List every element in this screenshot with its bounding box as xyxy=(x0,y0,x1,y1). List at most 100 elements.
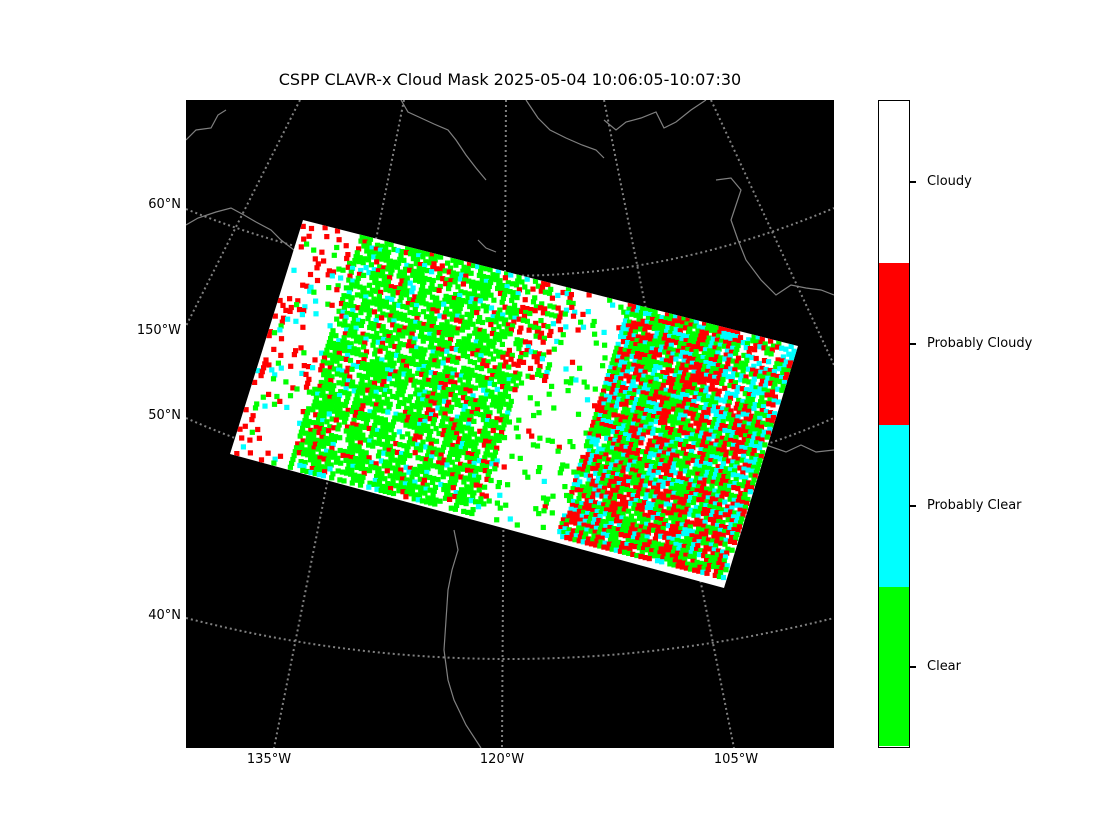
swath-pixel xyxy=(469,481,475,487)
swath-pixel xyxy=(640,474,647,480)
swath-pixel xyxy=(383,459,389,465)
swath-pixel xyxy=(387,460,393,466)
swath-pixel xyxy=(537,465,543,471)
swath-pixel xyxy=(439,393,445,399)
swath-pixel xyxy=(677,500,683,506)
swath-pixel xyxy=(649,417,655,424)
swath-pixel xyxy=(362,298,368,304)
swath-pixel xyxy=(652,536,658,542)
swath-pixel xyxy=(704,486,710,492)
swath-pixel xyxy=(428,315,434,321)
swath-pixel xyxy=(758,340,764,346)
swath-pixel xyxy=(344,453,350,460)
swath-pixel xyxy=(683,409,689,415)
swath-pixel xyxy=(445,344,451,350)
swath-pixel xyxy=(693,492,699,498)
swath-pixel xyxy=(661,479,667,485)
swath-pixel xyxy=(414,429,420,435)
swath-pixel xyxy=(609,390,615,396)
swath-pixel xyxy=(412,323,418,329)
swath-pixel xyxy=(658,517,665,523)
swath-pixel xyxy=(684,393,690,399)
swath-pixel xyxy=(396,286,403,292)
swath-pixel xyxy=(467,316,473,322)
swath-pixel xyxy=(338,389,344,395)
swath-pixel xyxy=(368,464,374,470)
swath-pixel xyxy=(452,393,458,399)
swath-pixel xyxy=(340,309,346,315)
swath-pixel xyxy=(648,320,654,326)
swath-pixel xyxy=(654,516,660,522)
swath-pixel xyxy=(702,519,708,525)
swath-pixel xyxy=(337,346,344,353)
swath-pixel xyxy=(394,449,401,455)
swath-pixel xyxy=(380,324,386,330)
swath-pixel xyxy=(549,295,555,301)
swath-pixel xyxy=(399,434,405,440)
swath-pixel xyxy=(489,419,495,425)
swath-pixel xyxy=(657,550,663,556)
swath-pixel xyxy=(638,309,645,316)
swath-pixel xyxy=(640,449,646,455)
swath-pixel xyxy=(319,464,325,470)
swath-pixel xyxy=(682,354,688,360)
swath-pixel xyxy=(607,482,613,488)
swath-pixel xyxy=(278,336,285,342)
swath-pixel xyxy=(604,435,610,441)
swath-pixel xyxy=(679,450,685,456)
swath-pixel xyxy=(329,445,335,451)
swath-pixel xyxy=(671,377,677,383)
swath-pixel xyxy=(350,463,356,469)
swath-pixel xyxy=(369,359,375,365)
swath-pixel xyxy=(592,500,599,506)
swath-pixel xyxy=(646,341,653,347)
swath-pixel xyxy=(568,493,574,500)
swath-pixel xyxy=(722,457,728,463)
swath-pixel xyxy=(396,387,402,393)
swath-pixel xyxy=(679,421,685,427)
swath-pixel xyxy=(446,484,452,490)
swath-pixel xyxy=(688,507,694,513)
swath-pixel xyxy=(735,385,741,391)
swath-pixel xyxy=(409,331,415,337)
swath-pixel xyxy=(639,322,645,328)
swath-pixel xyxy=(343,314,349,320)
swath-pixel xyxy=(391,432,397,438)
swath-pixel xyxy=(474,310,480,316)
swath-pixel xyxy=(297,433,303,439)
swath-pixel xyxy=(724,407,730,413)
swath-pixel xyxy=(714,425,720,431)
swath-pixel xyxy=(741,466,747,472)
swath-pixel xyxy=(615,455,621,461)
swath-pixel xyxy=(656,495,662,501)
swath-pixel xyxy=(394,323,400,329)
swath-pixel xyxy=(369,287,375,293)
swath-pixel xyxy=(586,519,592,525)
swath-pixel xyxy=(374,402,380,408)
swath-pixel xyxy=(701,452,707,458)
swath-pixel xyxy=(502,291,508,298)
swath-pixel xyxy=(762,442,768,448)
swath-pixel xyxy=(334,244,340,251)
swath-pixel xyxy=(719,452,725,458)
swath-pixel xyxy=(395,391,401,397)
swath-pixel xyxy=(327,323,333,329)
swath-pixel xyxy=(614,488,620,494)
swath-pixel xyxy=(740,483,746,489)
swath-pixel xyxy=(451,481,458,487)
swath-pixel xyxy=(480,417,486,423)
swath-pixel xyxy=(438,351,445,357)
swath-pixel xyxy=(666,451,672,457)
swath-pixel xyxy=(599,493,605,499)
swath-pixel xyxy=(389,381,395,387)
swath-pixel xyxy=(513,383,519,389)
swath-pixel xyxy=(307,431,313,437)
swath-pixel xyxy=(390,436,396,442)
swath-pixel xyxy=(499,413,505,419)
swath-pixel xyxy=(574,474,580,480)
swath-pixel xyxy=(405,246,411,252)
swath-pixel xyxy=(401,342,407,348)
swath-pixel xyxy=(346,349,352,355)
swath-pixel xyxy=(683,565,689,571)
swath-pixel xyxy=(360,432,366,438)
